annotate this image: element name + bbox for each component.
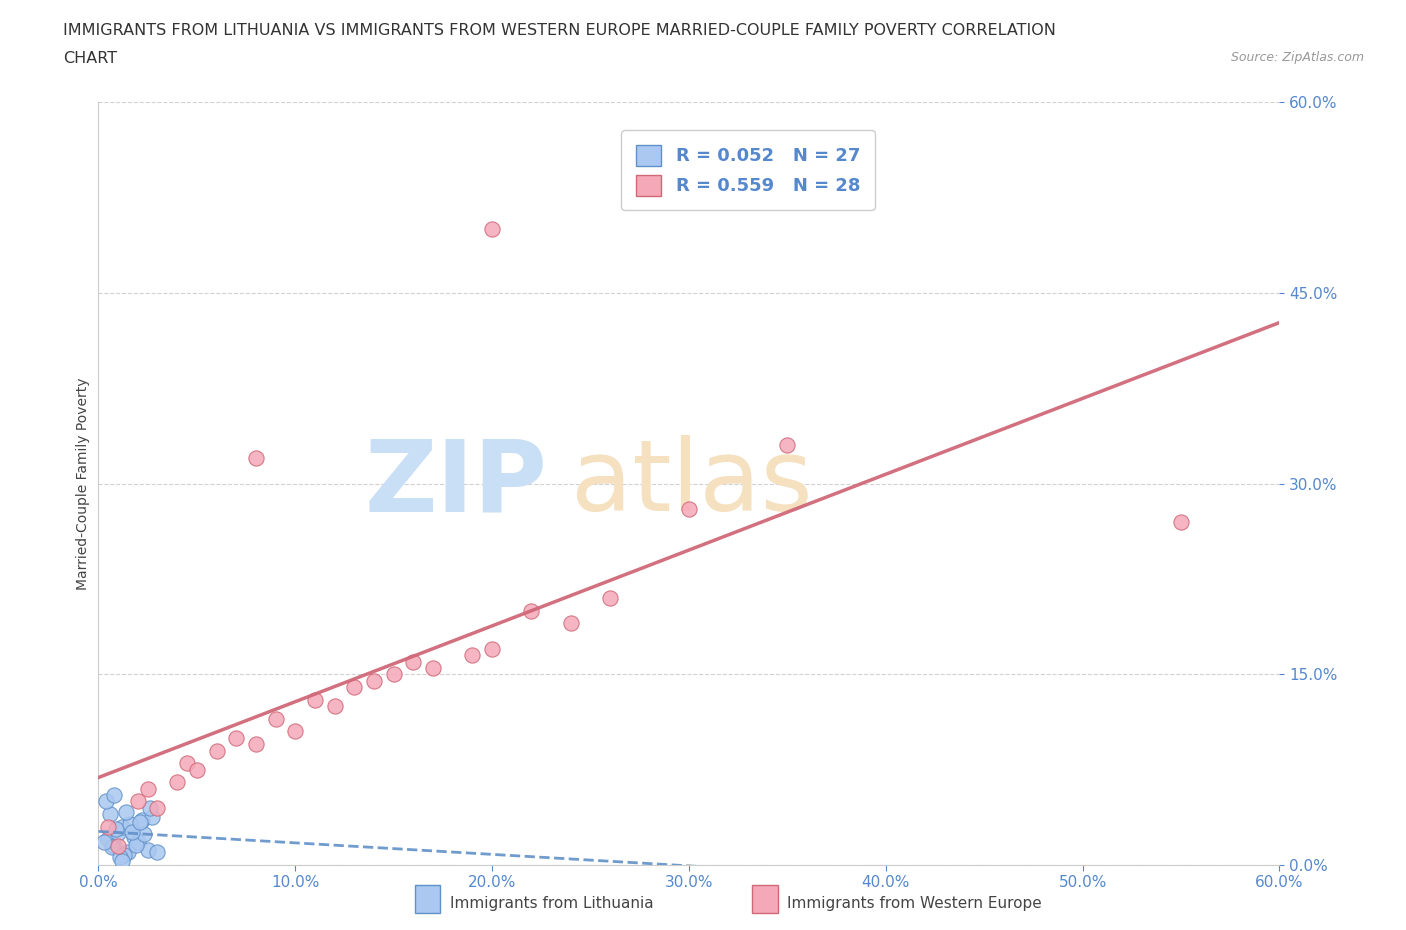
Point [776,438,799,453]
Point [118,817,141,831]
Point [146,844,169,859]
Point [560,616,582,631]
Point [127,794,149,809]
Point [122,830,145,844]
Point [97,832,120,847]
Point [304,692,326,707]
Text: CHART: CHART [63,51,117,66]
Point [98,806,121,821]
Point [111,819,134,834]
Point [599,591,621,605]
Point [96,794,118,809]
Point [402,654,425,669]
Point [363,673,385,688]
Point [1170,514,1192,529]
Point [111,854,134,869]
Point [520,604,543,618]
Text: Source: ZipAtlas.com: Source: ZipAtlas.com [1230,51,1364,64]
Point [382,667,405,682]
Point [138,800,160,815]
Text: Immigrants from Lithuania: Immigrants from Lithuania [450,897,654,911]
Point [176,756,198,771]
Point [136,781,159,796]
Point [461,647,484,662]
Point [422,660,444,675]
Point [107,839,129,854]
Point [103,788,125,803]
Point [121,824,143,839]
Point [136,843,159,857]
Point [245,451,267,466]
Point [107,826,129,841]
Point [225,730,247,745]
Point [117,844,139,859]
Point [103,839,125,854]
Point [284,724,307,739]
Point [127,834,149,849]
Point [146,800,169,815]
Point [115,804,138,819]
Bar [752,885,778,913]
Text: IMMIGRANTS FROM LITHUANIA VS IMMIGRANTS FROM WESTERN EUROPE MARRIED-COUPLE FAMIL: IMMIGRANTS FROM LITHUANIA VS IMMIGRANTS … [63,23,1056,38]
Point [481,222,503,237]
Point [93,834,115,849]
Point [205,743,228,758]
Point [245,737,267,751]
Point [131,813,153,828]
Point [166,775,188,790]
Point [105,822,128,837]
Point [264,711,287,726]
Text: atlas: atlas [571,435,813,532]
Y-axis label: Married-Couple Family Poverty: Married-Couple Family Poverty [76,378,90,590]
Point [97,819,120,834]
Point [108,850,131,865]
Bar [415,885,440,913]
Point [128,815,150,830]
Point [141,809,163,824]
Point [323,698,346,713]
Text: ZIP: ZIP [364,435,547,532]
Point [132,827,155,842]
Point [678,501,700,516]
Point [101,840,124,855]
Legend: R = 0.052   N = 27, R = 0.559   N = 28: R = 0.052 N = 27, R = 0.559 N = 28 [621,130,875,210]
Point [186,763,208,777]
Point [481,642,503,657]
Point [343,680,366,695]
Point [125,837,148,852]
Point [112,847,135,862]
Text: Immigrants from Western Europe: Immigrants from Western Europe [787,897,1042,911]
